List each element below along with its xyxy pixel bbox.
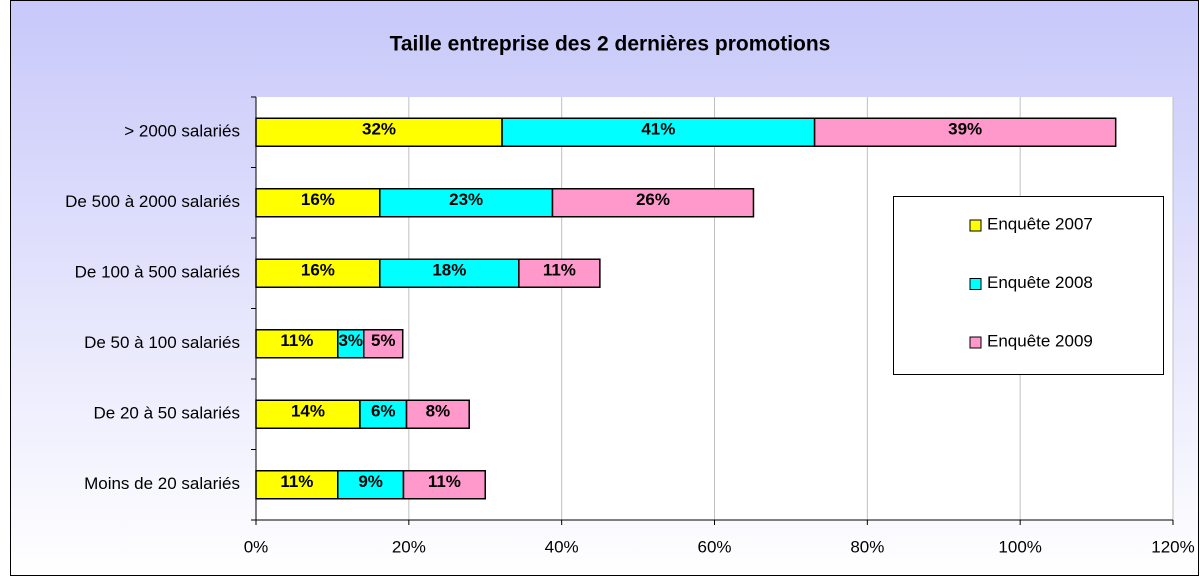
- chart-title: Taille entreprise des 2 dernières promot…: [390, 33, 831, 56]
- y-tick-label: Moins de 20 salariés: [84, 474, 240, 493]
- value-label: 32%: [362, 120, 396, 139]
- legend-box: [893, 196, 1164, 375]
- x-tick-label: 120%: [1151, 537, 1194, 556]
- bar-segment: [518, 258, 601, 288]
- bar-segment: [255, 470, 339, 500]
- x-tick-label: 80%: [850, 537, 884, 556]
- y-tick-label: De 500 à 2000 salariés: [65, 192, 240, 211]
- value-label: 11%: [428, 472, 461, 491]
- value-label: 8%: [426, 402, 451, 421]
- value-label: 14%: [291, 402, 325, 421]
- x-tick-label: 60%: [697, 537, 731, 556]
- value-label: 39%: [948, 120, 982, 139]
- y-tick-label: De 50 à 100 salariés: [84, 333, 240, 352]
- bar-segment: [362, 329, 404, 359]
- value-label: 3%: [338, 331, 363, 350]
- legend-swatch: [969, 278, 982, 290]
- bar-segment: [379, 258, 520, 288]
- legend-label: Enquête 2008: [987, 273, 1093, 292]
- legend: Enquête 2007 Enquête 2008 Enquête 2009: [893, 196, 1164, 375]
- value-label: 6%: [371, 402, 396, 421]
- bar-segment: [405, 399, 470, 429]
- x-tick-label: 20%: [392, 537, 426, 556]
- bar-segment: [551, 188, 755, 218]
- bar-segment: [402, 470, 486, 500]
- value-label: 5%: [371, 331, 396, 350]
- value-label: 9%: [358, 472, 383, 491]
- x-tick-label: 0%: [244, 537, 269, 556]
- value-label: 16%: [301, 190, 335, 209]
- legend-swatch: [969, 219, 982, 232]
- value-label: 11%: [280, 472, 313, 491]
- x-tick-label: 40%: [545, 537, 579, 556]
- y-tick-label: De 100 à 500 salariés: [75, 263, 240, 282]
- legend-label: Enquête 2009: [987, 331, 1093, 350]
- bars: 32% 41% 39% 16% 23% 26% 16% 18% 11% 11% 3% 5% 14% 6% 8…: [255, 117, 1117, 500]
- legend-swatch: [969, 336, 982, 349]
- bar-segment: [255, 399, 361, 429]
- bar-segment: [337, 329, 365, 359]
- grid: 0% 20% 40% 60% 80% 100% 120% > 2000 salariés De …: [65, 96, 1195, 556]
- value-label: 16%: [301, 261, 335, 280]
- value-label: 23%: [449, 190, 483, 209]
- bar-segment: [813, 117, 1117, 147]
- value-label: 41%: [641, 120, 675, 139]
- value-label: 11%: [280, 331, 313, 350]
- legend-label: Enquête 2007: [987, 214, 1093, 233]
- x-tick-label: 100%: [998, 537, 1041, 556]
- bar-segment: [379, 188, 554, 218]
- y-tick-label: De 20 à 50 salariés: [94, 404, 240, 423]
- value-label: 26%: [636, 190, 670, 209]
- bar-segment: [255, 117, 503, 147]
- bar-segment: [501, 117, 816, 147]
- y-tick-label: > 2000 salariés: [124, 122, 240, 141]
- value-label: 18%: [432, 261, 466, 280]
- value-label: 11%: [543, 261, 576, 280]
